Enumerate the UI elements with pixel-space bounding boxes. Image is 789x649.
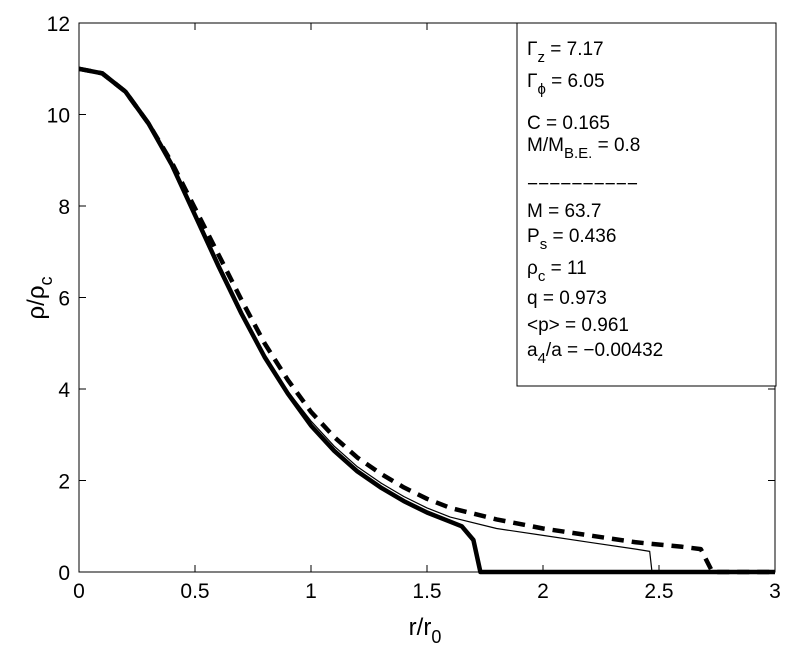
- annotation-frame: [516, 22, 777, 387]
- annotation-line: M/MB.E. = 0.8: [527, 135, 640, 162]
- annotation-line: <p> = 0.961: [527, 315, 629, 336]
- x-tick-label: 2.5: [644, 580, 673, 603]
- annotation-line: C = 0.165: [527, 113, 610, 134]
- annotation-separator: −−−−−−−−−−: [527, 174, 638, 195]
- y-tick-label: 12: [47, 13, 70, 36]
- y-tick-label: 0: [58, 562, 70, 585]
- series-line-thick-dashed: [78, 66, 775, 575]
- x-tick-label: 1.5: [412, 580, 441, 603]
- y-axis-label: ρ/ρc: [23, 277, 56, 320]
- x-tick-label: 1: [305, 580, 317, 603]
- x-tick-label: 2: [537, 580, 549, 603]
- x-axis: 0 0.5 1 1.5 2 2.5 3: [73, 23, 781, 603]
- y-tick-label: 10: [47, 105, 70, 128]
- annotation-line: a4/a = −0.00432: [527, 340, 663, 367]
- y-tick-label: 4: [58, 379, 70, 402]
- annotation-line: q = 0.973: [527, 288, 607, 309]
- series-layer: [78, 66, 775, 575]
- y-tick-label: 8: [58, 196, 70, 219]
- annotation-line: Γz = 7.17: [527, 39, 604, 66]
- annotation-line: Γϕ = 6.05: [527, 71, 605, 98]
- y-tick-label: 2: [58, 471, 70, 494]
- annotation-line: ρc = 11: [527, 258, 587, 285]
- annotation-line: M = 63.7: [527, 201, 601, 222]
- x-axis-label: r/r0: [409, 614, 442, 647]
- annotation-line: Ps = 0.436: [527, 226, 616, 253]
- x-tick-label: 0: [73, 580, 85, 603]
- y-tick-label: 6: [58, 288, 70, 311]
- x-tick-label: 0.5: [180, 580, 209, 603]
- x-tick-label: 3: [769, 580, 781, 603]
